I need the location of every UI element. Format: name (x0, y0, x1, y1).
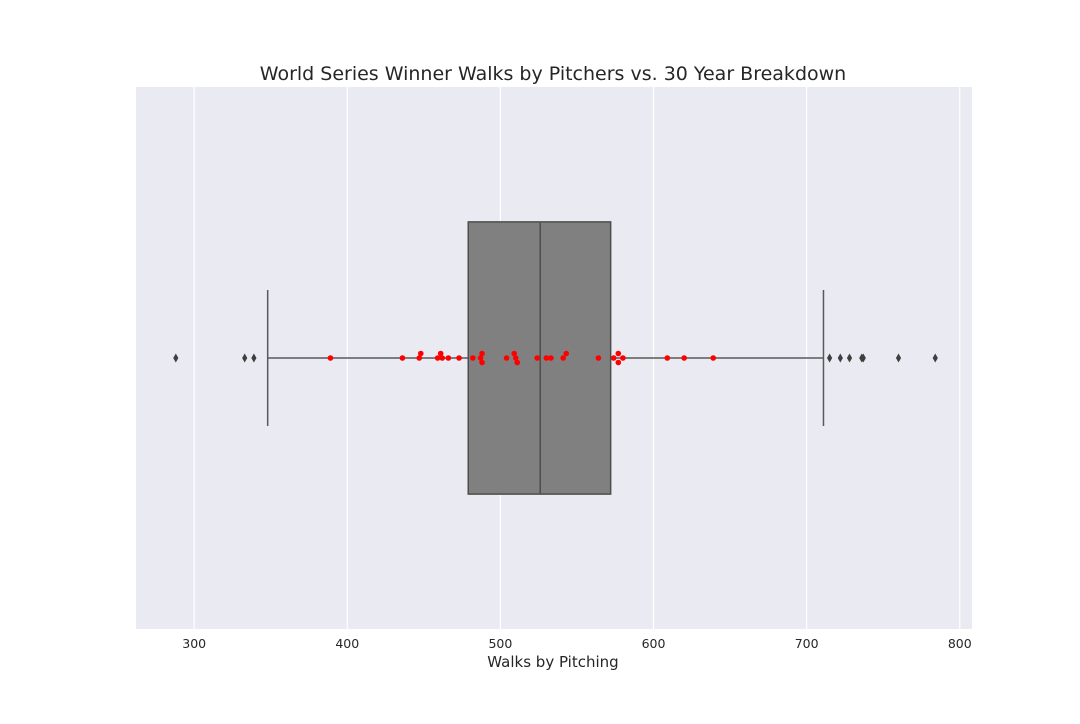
outliers (173, 353, 938, 363)
data-point (615, 350, 622, 357)
data-point (710, 355, 717, 361)
data-point (620, 355, 626, 361)
data-point (595, 355, 602, 361)
data-point (470, 355, 476, 361)
x-axis-ticks: 300 400 500 600 700 800 (182, 636, 971, 651)
outlier-marker (846, 353, 853, 363)
outlier-marker (895, 353, 902, 363)
data-points (327, 350, 717, 366)
data-point (437, 350, 444, 357)
outlier-marker (827, 353, 833, 363)
data-point (417, 350, 424, 357)
x-tick-label: 300 (182, 636, 206, 651)
data-point (434, 355, 441, 361)
data-point (534, 355, 540, 361)
whiskers (266, 289, 825, 427)
data-point (511, 350, 517, 357)
data-point (439, 355, 446, 361)
data-point (681, 355, 687, 361)
chart-title: World Series Winner Walks by Pitchers vs… (260, 63, 846, 85)
data-point (479, 359, 485, 366)
data-point (610, 355, 617, 361)
outlier-marker (173, 353, 179, 363)
data-point (327, 355, 334, 361)
data-point (543, 355, 550, 361)
data-point (664, 355, 671, 361)
x-tick-label: 800 (948, 636, 972, 651)
data-point (399, 355, 406, 361)
data-point (503, 355, 510, 361)
outlier-marker (932, 353, 938, 363)
outlier-marker (242, 353, 248, 363)
data-point (548, 355, 554, 361)
data-point (416, 355, 423, 361)
data-point (615, 359, 622, 366)
x-tick-label: 400 (335, 636, 359, 651)
data-point (456, 355, 462, 361)
x-tick-label: 600 (642, 636, 666, 651)
x-tick-label: 500 (488, 636, 512, 651)
outlier-marker (251, 353, 257, 363)
outlier-marker (860, 353, 866, 363)
outlier-marker (837, 353, 843, 363)
data-point (512, 355, 519, 361)
data-point (445, 355, 452, 361)
x-tick-label: 700 (795, 636, 819, 651)
x-axis-label: Walks by Pitching (487, 653, 618, 671)
data-point (514, 359, 521, 366)
data-point (560, 355, 566, 361)
data-point (479, 350, 485, 357)
data-point (477, 355, 484, 361)
data-point (563, 350, 570, 357)
